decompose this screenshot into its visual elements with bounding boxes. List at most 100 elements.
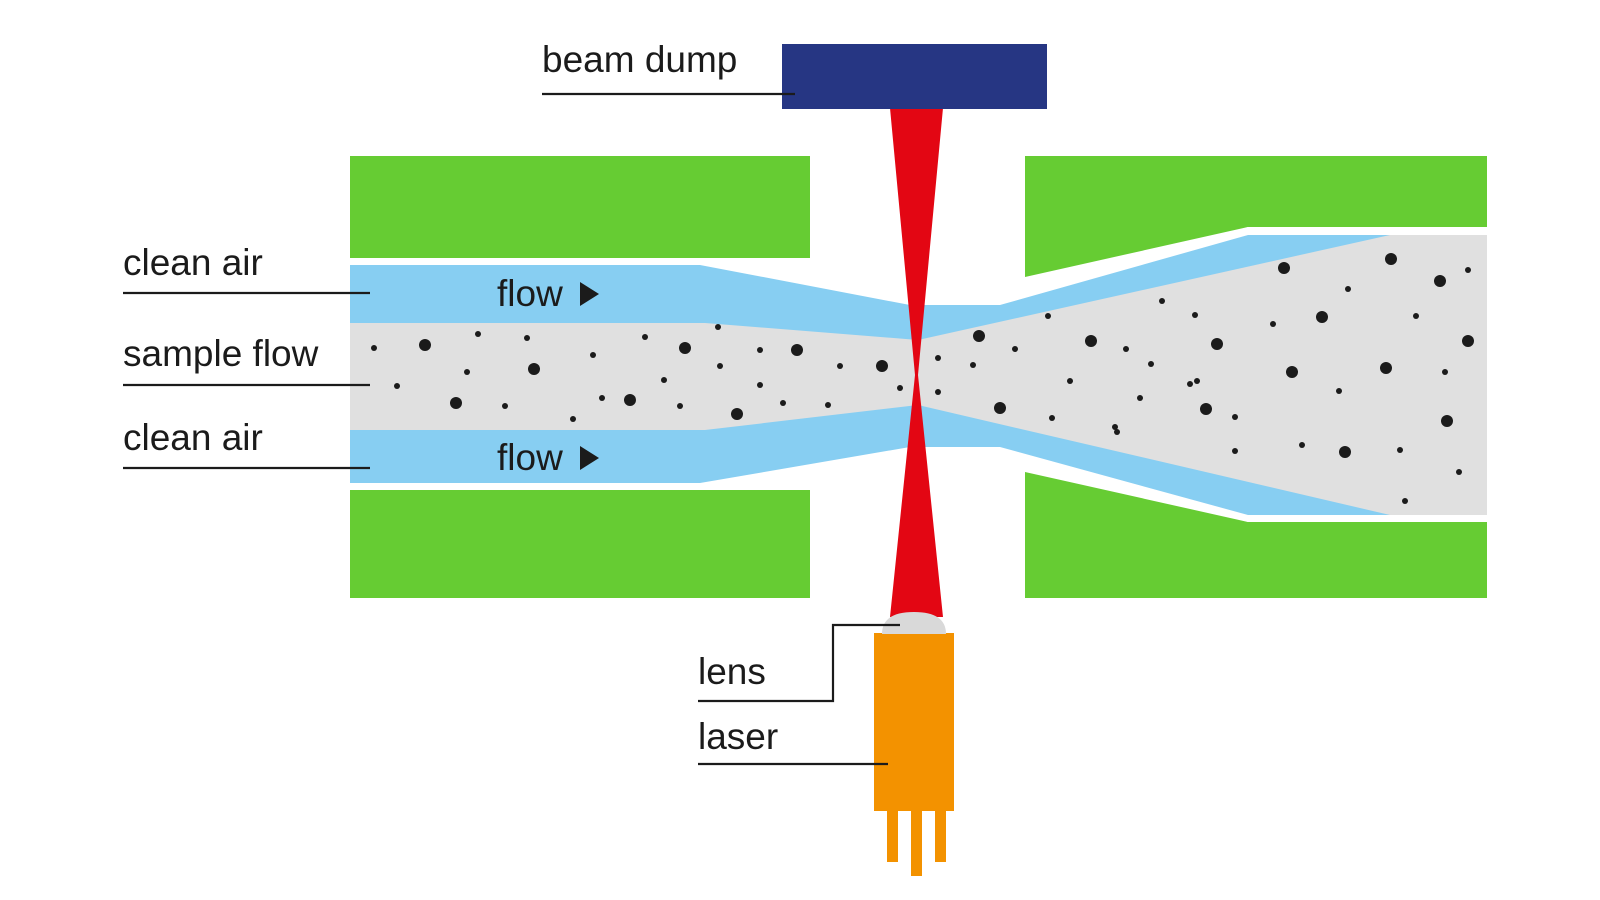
laser-beam xyxy=(890,108,943,617)
particle xyxy=(1299,442,1305,448)
particle xyxy=(1194,378,1200,384)
particle xyxy=(450,397,462,409)
particle xyxy=(1316,311,1328,323)
particle xyxy=(590,352,596,358)
particle xyxy=(897,385,903,391)
particle xyxy=(419,339,431,351)
particle xyxy=(1462,335,1474,347)
particle xyxy=(1123,346,1129,352)
housing-bottom-right xyxy=(1025,472,1487,598)
particle xyxy=(1385,253,1397,265)
housing-top-left xyxy=(350,156,810,258)
laser-pin-right xyxy=(935,808,946,862)
particle xyxy=(1270,321,1276,327)
particle xyxy=(1067,378,1073,384)
beam-dump xyxy=(782,44,1047,109)
particle xyxy=(1442,369,1448,375)
particle xyxy=(1397,447,1403,453)
particle xyxy=(970,362,976,368)
particle xyxy=(1286,366,1298,378)
flow-label-bottom-text: flow xyxy=(497,437,563,478)
particle xyxy=(1434,275,1446,287)
particle xyxy=(475,331,481,337)
particle xyxy=(528,363,540,375)
laser-pin-center xyxy=(911,808,922,876)
play-triangle-icon xyxy=(580,282,599,306)
particle xyxy=(757,382,763,388)
particle xyxy=(1187,381,1193,387)
particle xyxy=(876,360,888,372)
particle xyxy=(731,408,743,420)
play-triangle-icon xyxy=(580,446,599,470)
particle xyxy=(1049,415,1055,421)
flow-label-top-text: flow xyxy=(497,273,563,314)
particle xyxy=(973,330,985,342)
particle xyxy=(1465,267,1471,273)
label-beam-dump: beam dump xyxy=(542,39,737,80)
lens xyxy=(882,612,946,634)
housing-top-right xyxy=(1025,156,1487,277)
particle xyxy=(679,342,691,354)
label-sample-flow: sample flow xyxy=(123,333,319,374)
particle xyxy=(994,402,1006,414)
particle xyxy=(1339,446,1351,458)
particle xyxy=(661,377,667,383)
particle xyxy=(1159,298,1165,304)
flow-label-bottom: flow xyxy=(497,437,599,478)
particle xyxy=(1345,286,1351,292)
particle xyxy=(502,403,508,409)
label-clean-air-top: clean air xyxy=(123,242,263,283)
particle xyxy=(394,383,400,389)
particle xyxy=(1232,414,1238,420)
particle xyxy=(570,416,576,422)
particle xyxy=(825,402,831,408)
label-clean-air-bottom: clean air xyxy=(123,417,263,458)
particles xyxy=(371,253,1474,504)
particle xyxy=(1085,335,1097,347)
flow-label-top: flow xyxy=(497,273,599,314)
particle xyxy=(1012,346,1018,352)
label-laser: laser xyxy=(698,716,778,757)
particle xyxy=(935,355,941,361)
particle xyxy=(1148,361,1154,367)
housing xyxy=(350,156,1487,598)
sample-flow-core xyxy=(350,323,918,430)
particle xyxy=(1441,415,1453,427)
particle xyxy=(624,394,636,406)
particle xyxy=(1278,262,1290,274)
sample-flow-expansion xyxy=(918,235,1487,515)
label-lens: lens xyxy=(698,651,766,692)
particle xyxy=(1045,313,1051,319)
housing-bottom-left xyxy=(350,490,810,598)
particle xyxy=(371,345,377,351)
particle xyxy=(1137,395,1143,401)
particle xyxy=(1380,362,1392,374)
particle xyxy=(599,395,605,401)
particle xyxy=(1112,424,1118,430)
particle xyxy=(1200,403,1212,415)
particle xyxy=(757,347,763,353)
particle xyxy=(717,363,723,369)
particle xyxy=(935,389,941,395)
particle xyxy=(791,344,803,356)
particle xyxy=(642,334,648,340)
particle xyxy=(780,400,786,406)
particle xyxy=(1402,498,1408,504)
leader-lens xyxy=(698,623,900,703)
particle xyxy=(1456,469,1462,475)
particle xyxy=(524,335,530,341)
particle xyxy=(715,324,721,330)
particle xyxy=(1336,388,1342,394)
particle xyxy=(837,363,843,369)
laser-pin-left xyxy=(887,808,898,862)
particle xyxy=(1211,338,1223,350)
particle xyxy=(464,369,470,375)
particle xyxy=(1192,312,1198,318)
particle xyxy=(1232,448,1238,454)
particle xyxy=(1114,429,1120,435)
particle xyxy=(677,403,683,409)
laser-device xyxy=(874,612,954,876)
particle xyxy=(1413,313,1419,319)
laser-body xyxy=(874,633,954,811)
